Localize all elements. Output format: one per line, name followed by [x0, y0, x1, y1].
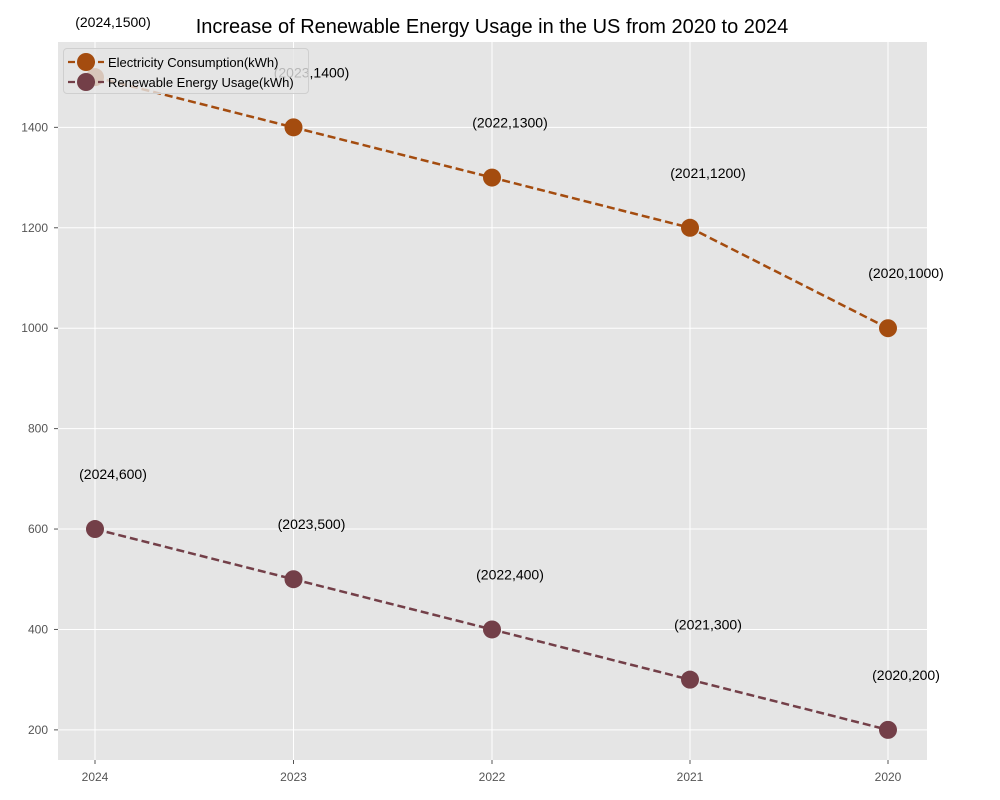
- y-tick-label: 1400: [21, 120, 48, 134]
- y-tick-label: 1200: [21, 221, 48, 235]
- legend-label-renewable: Renewable Energy Usage(kWh): [108, 75, 294, 90]
- data-point: [284, 118, 303, 137]
- y-tick-label: 800: [28, 422, 48, 436]
- data-label: (2023,500): [278, 516, 346, 532]
- y-tick-label: 600: [28, 522, 48, 536]
- y-tick-label: 1000: [21, 321, 48, 335]
- data-label: (2020,200): [872, 667, 940, 683]
- data-point: [681, 670, 699, 689]
- data-point: [86, 520, 104, 539]
- x-tick-label: 2020: [875, 770, 902, 784]
- data-label: (2022,1300): [472, 115, 548, 131]
- y-tick-label: 200: [28, 723, 48, 737]
- y-tick-label: 400: [28, 622, 48, 636]
- x-tick-label: 2024: [82, 770, 109, 784]
- data-point: [879, 720, 897, 739]
- data-point: [284, 570, 303, 589]
- x-tick-label: 2021: [677, 770, 704, 784]
- data-point: [483, 168, 501, 187]
- x-axis-ticks: 2024 2023 2022 2021 2020: [82, 760, 902, 784]
- x-tick-label: 2023: [280, 770, 307, 784]
- data-point: [483, 620, 501, 639]
- data-label: (2024,600): [79, 466, 147, 482]
- legend-marker-electricity: [68, 53, 104, 71]
- data-label: (2022,400): [476, 566, 544, 582]
- data-label: (2021,300): [674, 617, 742, 633]
- data-label: (2021,1200): [670, 165, 746, 181]
- y-axis-ticks: 200 400 600 800 1000 1200 1400: [21, 120, 58, 737]
- data-label: (2024,1500): [75, 14, 151, 30]
- data-label: (2020,1000): [868, 265, 944, 281]
- x-tick-label: 2022: [479, 770, 506, 784]
- data-point: [879, 319, 897, 338]
- chart-title: Increase of Renewable Energy Usage in th…: [196, 16, 789, 38]
- legend-label-electricity: Electricity Consumption(kWh): [108, 55, 279, 70]
- legend-item-renewable: Renewable Energy Usage(kWh): [64, 72, 310, 92]
- legend: Electricity Consumption(kWh) Renewable E…: [63, 48, 309, 94]
- legend-marker-renewable: [68, 73, 104, 91]
- data-point: [681, 218, 699, 237]
- legend-item-electricity: Electricity Consumption(kWh): [64, 52, 310, 72]
